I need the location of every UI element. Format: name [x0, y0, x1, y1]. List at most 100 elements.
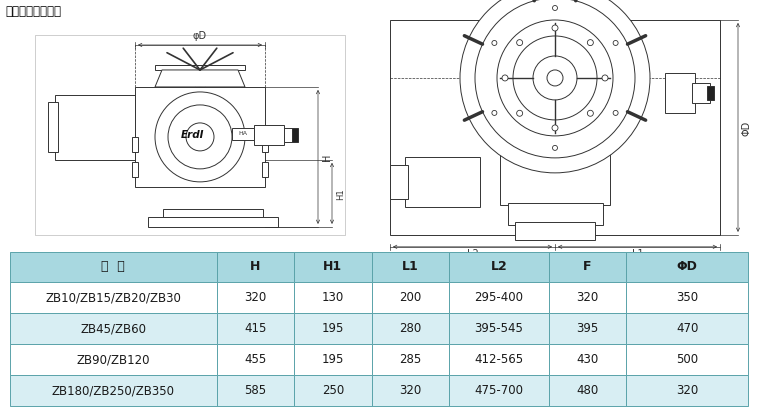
Bar — [163, 209, 263, 217]
Bar — [195, 75, 205, 87]
Text: 585: 585 — [244, 384, 266, 397]
Text: H1: H1 — [336, 188, 345, 200]
Text: ZB90/ZB120: ZB90/ZB120 — [77, 353, 150, 366]
Text: H1: H1 — [323, 261, 343, 273]
Circle shape — [553, 5, 557, 11]
Text: 470: 470 — [676, 322, 698, 335]
Text: 430: 430 — [577, 353, 599, 366]
Text: 195: 195 — [321, 353, 344, 366]
Text: 480: 480 — [577, 384, 599, 397]
Circle shape — [553, 145, 557, 150]
Text: ZB10/ZB15/ZB20/ZB30: ZB10/ZB15/ZB20/ZB30 — [45, 291, 181, 305]
Text: 475-700: 475-700 — [475, 384, 524, 397]
Bar — [371, 252, 449, 282]
Bar — [135, 87, 265, 187]
Text: 320: 320 — [577, 291, 599, 305]
Bar — [294, 375, 371, 406]
Bar — [508, 203, 603, 225]
Text: 455: 455 — [244, 353, 267, 366]
Circle shape — [460, 0, 650, 173]
Text: ErdI: ErdI — [181, 130, 205, 140]
Bar — [390, 20, 720, 235]
Circle shape — [492, 111, 497, 115]
Bar — [371, 344, 449, 375]
Bar — [294, 282, 371, 313]
Bar — [55, 95, 135, 160]
Bar — [132, 137, 138, 152]
Bar — [449, 282, 549, 313]
Bar — [186, 101, 204, 107]
Bar — [294, 313, 371, 344]
Bar — [371, 282, 449, 313]
Circle shape — [502, 75, 508, 81]
Bar — [292, 128, 298, 142]
Bar — [10, 375, 217, 406]
Text: 415: 415 — [244, 322, 267, 335]
Bar — [217, 344, 294, 375]
Text: ZB180/ZB250/ZB350: ZB180/ZB250/ZB350 — [52, 384, 174, 397]
Circle shape — [547, 70, 563, 86]
Text: 350: 350 — [676, 291, 698, 305]
Circle shape — [552, 25, 558, 31]
Bar — [294, 252, 371, 282]
Bar — [294, 344, 371, 375]
Text: 250: 250 — [321, 384, 344, 397]
Bar — [217, 252, 294, 282]
Bar — [10, 344, 217, 375]
Bar — [449, 344, 549, 375]
Text: L2: L2 — [490, 261, 507, 273]
Circle shape — [193, 72, 207, 86]
Circle shape — [517, 110, 523, 116]
Circle shape — [552, 125, 558, 131]
Bar — [48, 102, 58, 152]
Text: φD: φD — [193, 31, 207, 41]
Bar — [155, 65, 245, 70]
Bar — [707, 86, 714, 100]
Text: L2: L2 — [467, 249, 478, 259]
Bar — [10, 252, 217, 282]
Bar — [132, 162, 138, 177]
Bar — [262, 137, 268, 152]
Bar — [549, 252, 626, 282]
Bar — [262, 162, 268, 177]
Bar — [449, 313, 549, 344]
Bar — [549, 375, 626, 406]
Circle shape — [613, 111, 618, 115]
Bar — [449, 375, 549, 406]
Bar — [549, 282, 626, 313]
Bar — [148, 217, 278, 227]
Circle shape — [513, 36, 597, 120]
Bar — [665, 73, 695, 113]
Bar — [284, 128, 292, 142]
Bar — [449, 252, 549, 282]
Bar — [549, 313, 626, 344]
Circle shape — [602, 75, 608, 81]
Text: H: H — [322, 153, 332, 161]
Bar — [405, 157, 480, 207]
Bar — [217, 375, 294, 406]
Circle shape — [492, 40, 497, 46]
Bar — [371, 313, 449, 344]
Text: 130: 130 — [321, 291, 344, 305]
Text: 280: 280 — [399, 322, 421, 335]
Text: 320: 320 — [244, 291, 267, 305]
Text: 型  号: 型 号 — [102, 261, 125, 273]
Circle shape — [613, 40, 618, 46]
Text: 外形及外形尺寸表: 外形及外形尺寸表 — [5, 5, 61, 18]
Polygon shape — [155, 70, 245, 87]
Text: ΦD: ΦD — [742, 120, 752, 136]
Text: 195: 195 — [321, 322, 344, 335]
Bar — [515, 222, 595, 240]
Text: L1: L1 — [631, 249, 644, 259]
Bar — [626, 282, 748, 313]
Text: 395-545: 395-545 — [475, 322, 524, 335]
Text: 285: 285 — [399, 353, 421, 366]
Bar — [390, 165, 408, 199]
Circle shape — [517, 39, 523, 46]
Bar — [626, 344, 748, 375]
Bar — [232, 128, 254, 140]
Bar — [254, 125, 284, 145]
Bar — [371, 375, 449, 406]
Circle shape — [587, 39, 594, 46]
Bar — [35, 35, 345, 235]
